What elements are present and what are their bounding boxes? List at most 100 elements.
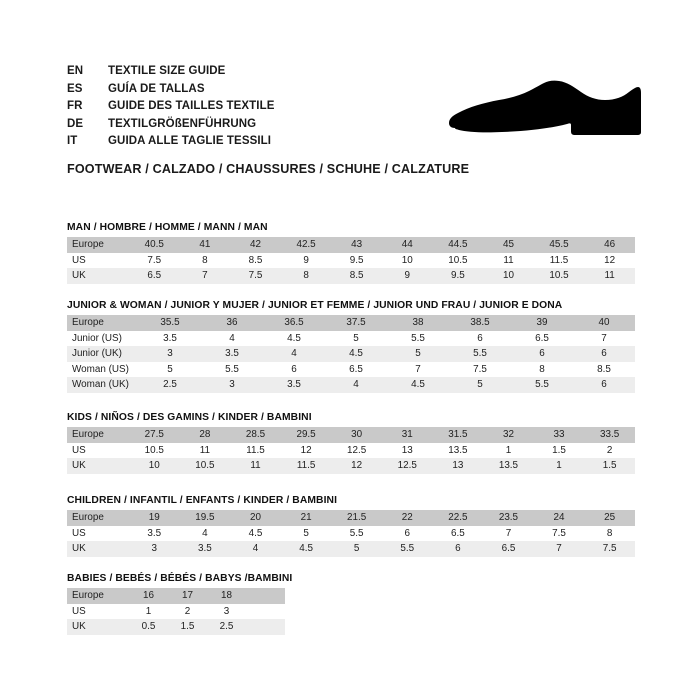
size-cell: 44.5 xyxy=(432,237,484,253)
size-cell: 4.5 xyxy=(325,346,387,362)
row-label: US xyxy=(67,252,129,269)
size-cell: 1.5 xyxy=(584,458,635,474)
size-cell: 5.5 xyxy=(449,346,511,362)
size-cell: 7.5 xyxy=(129,252,180,269)
size-cell: 2 xyxy=(584,442,635,459)
language-code: ES xyxy=(67,82,83,95)
size-cell xyxy=(246,619,285,635)
table-row: US 10.5 11 11.5 12 12.5 13 13.5 1 1.5 2 xyxy=(67,442,635,459)
size-cell: 6 xyxy=(449,330,511,347)
size-cell: 13 xyxy=(432,458,484,474)
size-cell: 12 xyxy=(280,442,332,459)
size-cell: 12.5 xyxy=(381,458,433,474)
size-cell: 18 xyxy=(207,588,246,604)
section-title-children: CHILDREN / INFANTIL / ENFANTS / KINDER /… xyxy=(67,495,338,506)
size-cell: 7 xyxy=(533,541,585,557)
size-cell: 21 xyxy=(280,510,332,526)
size-cell: 11.5 xyxy=(533,252,585,269)
size-cell: 0.5 xyxy=(129,619,168,635)
language-title: GUIDA ALLE TAGLIE TESSILI xyxy=(108,135,272,148)
table-row: Junior (US) 3.5 4 4.5 5 5.5 6 6.5 7 xyxy=(67,330,635,347)
size-cell: 12.5 xyxy=(331,442,382,459)
table-header-row: Europe 35.5 36 36.5 37.5 38 38.5 39 40 xyxy=(67,315,635,331)
row-label: Junior (US) xyxy=(67,330,139,347)
size-cell: 3.5 xyxy=(179,541,231,557)
size-cell: 40.5 xyxy=(129,237,180,253)
size-cell: 10.5 xyxy=(129,442,180,459)
row-label: US xyxy=(67,442,129,459)
size-cell: 38.5 xyxy=(449,315,511,331)
size-cell: 21.5 xyxy=(331,510,382,526)
size-section-children: CHILDREN / INFANTIL / ENFANTS / KINDER /… xyxy=(67,495,635,557)
size-cell: 6.5 xyxy=(325,361,387,378)
size-cell: 5 xyxy=(325,330,387,347)
size-cell: 37.5 xyxy=(325,315,387,331)
size-table-kids: Europe 27.5 28 28.5 29.5 30 31 31.5 32 33 33.5 US 10… xyxy=(67,427,635,474)
size-cell: 25 xyxy=(584,510,635,526)
size-cell: 7.5 xyxy=(230,268,281,284)
size-cell: 29.5 xyxy=(280,427,332,443)
size-cell: 6 xyxy=(432,541,484,557)
row-label: Woman (US) xyxy=(67,361,139,378)
table-row: UK 0.5 1.5 2.5 xyxy=(67,619,285,635)
size-cell: 16 xyxy=(129,588,168,604)
table-header-row: Europe 16 17 18 xyxy=(67,588,285,604)
row-label: UK xyxy=(67,541,129,557)
size-cell: 40 xyxy=(573,315,635,331)
size-cell: 6 xyxy=(511,346,573,362)
size-cell: 6 xyxy=(263,361,325,378)
language-code: IT xyxy=(67,135,78,148)
footwear-category-title: FOOTWEAR / CALZADO / CHAUSSURES / SCHUHE… xyxy=(67,162,470,176)
size-cell: 28 xyxy=(179,427,231,443)
table-row: Junior (UK) 3 3.5 4 4.5 5 5.5 6 6 xyxy=(67,346,635,362)
row-label: Europe xyxy=(67,588,129,604)
size-cell: 2.5 xyxy=(207,619,246,635)
size-cell: 8.5 xyxy=(331,268,382,284)
size-cell: 11.5 xyxy=(230,442,281,459)
size-cell: 3 xyxy=(139,346,201,362)
table-row: US 3.5 4 4.5 5 5.5 6 6.5 7 7.5 8 xyxy=(67,525,635,542)
size-cell: 11.5 xyxy=(280,458,332,474)
size-cell: 4 xyxy=(230,541,281,557)
size-cell: 5.5 xyxy=(381,541,433,557)
size-cell: 11 xyxy=(483,252,534,269)
size-cell: 31 xyxy=(381,427,433,443)
size-cell: 12 xyxy=(331,458,382,474)
size-cell: 4.5 xyxy=(387,377,449,393)
row-label: Europe xyxy=(67,427,129,443)
size-cell: 33 xyxy=(533,427,585,443)
size-cell: 8 xyxy=(280,268,332,284)
size-cell: 8 xyxy=(511,361,573,378)
size-cell: 2.5 xyxy=(139,377,201,393)
size-cell: 5 xyxy=(449,377,511,393)
size-cell: 9 xyxy=(381,268,433,284)
size-cell: 19 xyxy=(129,510,180,526)
size-cell: 13 xyxy=(381,442,433,459)
size-section-babies: BABIES / BEBÉS / BÉBÉS / BABYS /BAMBINI E… xyxy=(67,573,293,635)
size-cell: 5.5 xyxy=(201,361,263,378)
size-cell: 10.5 xyxy=(533,268,585,284)
size-cell: 7.5 xyxy=(533,525,585,542)
size-cell: 35.5 xyxy=(139,315,201,331)
size-cell: 1 xyxy=(483,442,534,459)
size-cell: 9 xyxy=(280,252,332,269)
table-row: US 1 2 3 xyxy=(67,603,285,620)
language-row: ES GUÍA DE TALLAS xyxy=(67,81,437,99)
size-table-babies: Europe 16 17 18 US 1 2 3 UK 0.5 1.5 2.5 xyxy=(67,588,285,635)
size-cell xyxy=(246,603,285,620)
dress-shoe-icon xyxy=(447,76,643,148)
size-cell: 33.5 xyxy=(584,427,635,443)
size-cell xyxy=(246,588,285,604)
size-cell: 24 xyxy=(533,510,585,526)
section-title-babies: BABIES / BEBÉS / BÉBÉS / BABYS /BAMBINI xyxy=(67,573,293,584)
language-code: EN xyxy=(67,65,84,77)
table-header-row: Europe 40.5 41 42 42.5 43 44 44.5 45 45.5 46 xyxy=(67,237,635,253)
language-row: IT GUIDA ALLE TAGLIE TESSILI xyxy=(67,133,437,151)
row-label: Europe xyxy=(67,237,129,253)
size-cell: 4.5 xyxy=(230,525,281,542)
size-cell: 8.5 xyxy=(230,252,281,269)
size-cell: 5 xyxy=(387,346,449,362)
size-cell: 2 xyxy=(168,603,207,620)
size-cell: 6.5 xyxy=(129,268,180,284)
